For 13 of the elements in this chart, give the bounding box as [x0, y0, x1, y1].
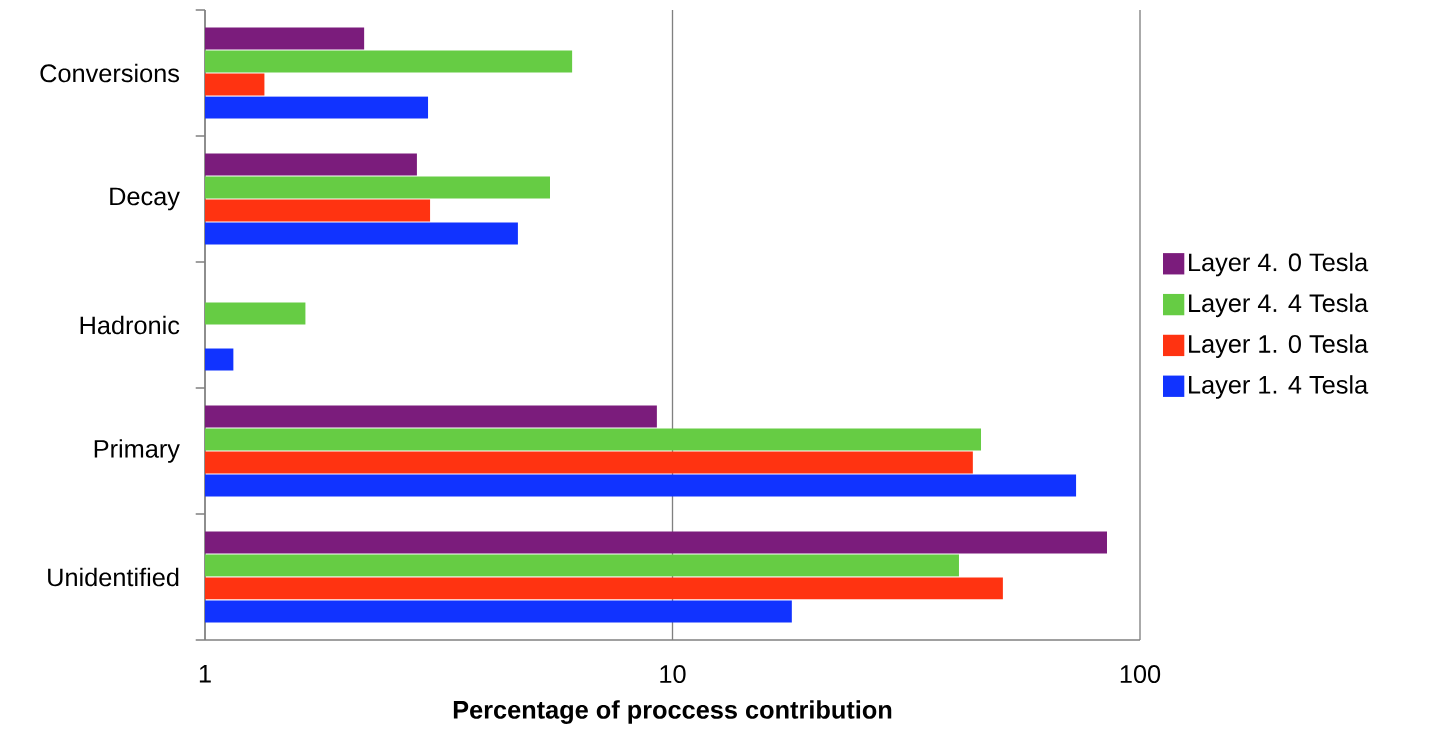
y-tick-label: Decay — [110, 187, 180, 211]
legend-label: Layer 1. 4 Tesla — [1189, 375, 1369, 399]
y-tick-label: Hadronic — [80, 315, 180, 335]
x-tick-label: 100 — [1120, 665, 1161, 684]
y-tick-label: Unidentified — [48, 567, 179, 587]
legend-label: Layer 1. 0 Tesla — [1189, 334, 1369, 358]
y-tick-label: Primary — [94, 439, 180, 463]
legend-label: Layer 4. 4 Tesla — [1189, 293, 1369, 318]
x-tick-label: 10 — [660, 665, 686, 684]
y-tick-label: Conversions — [40, 63, 180, 83]
x-tick-label: 1 — [199, 665, 211, 683]
legend-label: Layer 4. 0 Tesla — [1189, 252, 1369, 277]
x-axis-title: Percentage of proccess contribution — [453, 700, 892, 724]
